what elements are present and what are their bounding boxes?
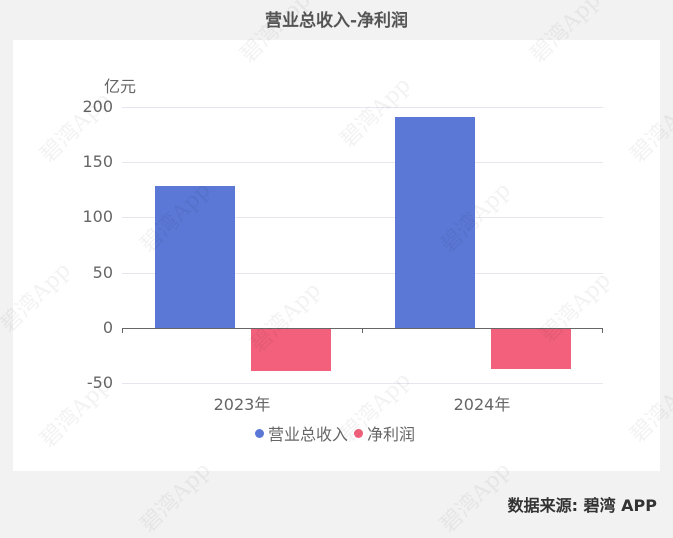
y-tick: -50	[86, 373, 113, 392]
gridline	[122, 217, 603, 218]
y-tick: 100	[82, 207, 113, 226]
bar-profit-2023[interactable]	[251, 329, 331, 371]
bar-profit-2024[interactable]	[491, 329, 571, 369]
chart-title: 营业总收入-净利润	[264, 11, 409, 31]
x-tick-mark	[122, 328, 123, 333]
legend-label: 净利润	[367, 425, 416, 444]
y-tick: 150	[82, 152, 113, 171]
data-source: 数据来源: 碧湾 APP	[507, 496, 657, 515]
y-tick: 200	[82, 97, 113, 116]
x-label: 2024年	[453, 395, 511, 414]
legend-dot-icon	[255, 428, 264, 438]
legend-item-revenue[interactable]: 营业总收入	[255, 421, 348, 445]
gridline	[122, 162, 603, 163]
gridline	[122, 383, 603, 384]
legend-dot-icon	[354, 428, 364, 438]
bar-revenue-2024[interactable]	[395, 117, 475, 328]
gridline	[122, 107, 603, 108]
y-axis-unit: 亿元	[104, 77, 137, 96]
bar-revenue-2023[interactable]	[155, 186, 235, 328]
y-tick: 50	[92, 263, 113, 282]
chart-panel	[13, 40, 660, 471]
gridline	[122, 273, 603, 274]
legend: 营业总收入 净利润	[255, 421, 421, 445]
x-tick-mark	[602, 328, 603, 333]
y-tick: 0	[102, 318, 113, 337]
legend-label: 营业总收入	[268, 425, 349, 444]
x-tick-mark	[362, 328, 363, 333]
x-label: 2023年	[213, 395, 271, 414]
legend-item-profit[interactable]: 净利润	[354, 421, 415, 445]
